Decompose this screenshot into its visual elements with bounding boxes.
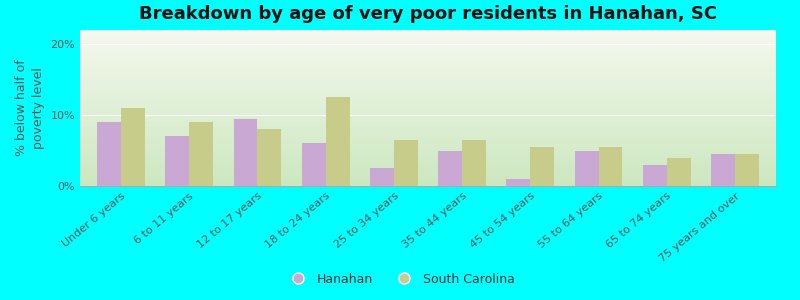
Bar: [506, 179, 530, 186]
Bar: [711, 154, 735, 186]
Bar: [598, 147, 622, 186]
Y-axis label: % below half of
poverty level: % below half of poverty level: [15, 60, 45, 156]
Bar: [667, 158, 690, 186]
Bar: [189, 122, 213, 186]
Bar: [326, 98, 350, 186]
Title: Breakdown by age of very poor residents in Hanahan, SC: Breakdown by age of very poor residents …: [139, 5, 717, 23]
Bar: [643, 165, 667, 186]
Bar: [97, 122, 121, 186]
Bar: [462, 140, 486, 186]
Bar: [258, 129, 282, 186]
Legend: Hanahan, South Carolina: Hanahan, South Carolina: [280, 268, 520, 291]
Bar: [370, 168, 394, 186]
Bar: [574, 151, 598, 186]
Bar: [234, 118, 258, 186]
Bar: [530, 147, 554, 186]
Bar: [394, 140, 418, 186]
Bar: [438, 151, 462, 186]
Bar: [166, 136, 189, 186]
Bar: [121, 108, 145, 186]
Bar: [735, 154, 759, 186]
Bar: [302, 143, 326, 186]
